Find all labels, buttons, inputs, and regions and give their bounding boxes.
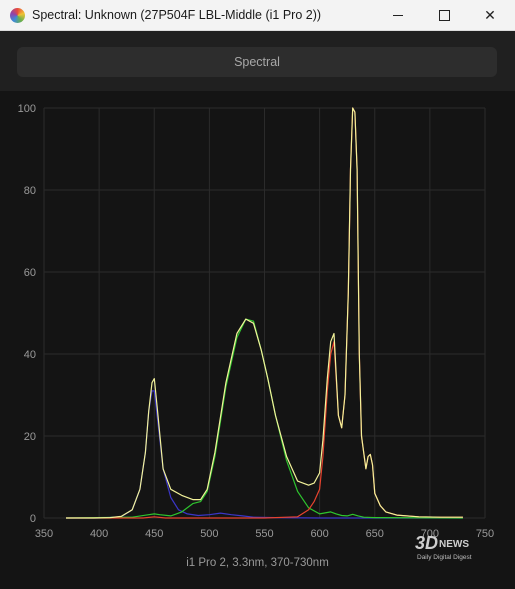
y-tick-label: 0 [30, 513, 36, 525]
window-title: Spectral: Unknown (27P504F LBL-Middle (i… [32, 8, 322, 22]
app-icon [10, 8, 25, 23]
chart-caption: i1 Pro 2, 3.3nm, 370-730nm [186, 557, 329, 569]
minimize-icon [393, 14, 403, 16]
y-tick-label: 40 [24, 349, 36, 361]
y-tick-label: 100 [18, 103, 36, 115]
series-line [66, 107, 463, 519]
x-tick-label: 400 [90, 528, 108, 540]
x-tick-label: 600 [310, 528, 328, 540]
spectral-chart: 350 400 450 500 550 600 650 700 750 0 20 40 60 80 100 [0, 91, 515, 589]
title-bar[interactable]: Spectral: Unknown (27P504F LBL-Middle (i… [0, 0, 515, 31]
x-tick-label: 700 [421, 528, 439, 540]
x-tick-label: 750 [476, 528, 494, 540]
close-icon: ✕ [484, 6, 496, 23]
y-tick-label: 80 [24, 185, 36, 197]
maximize-icon [438, 9, 450, 21]
svg-text:Daily Digital Digest: Daily Digital Digest [417, 554, 472, 561]
y-tick-label: 60 [24, 267, 36, 279]
svg-text:NEWS: NEWS [439, 539, 469, 550]
watermark-logo: 3D NEWS Daily Digital Digest [415, 532, 495, 572]
svg-text:3D: 3D [415, 533, 438, 553]
maximize-button[interactable] [421, 0, 467, 30]
minimize-button[interactable] [375, 0, 421, 30]
x-tick-label: 500 [200, 528, 218, 540]
logo-image: 3D NEWS Daily Digital Digest [415, 533, 472, 561]
x-tick-label: 650 [366, 528, 384, 540]
x-tick-label: 450 [145, 528, 163, 540]
x-tick-label: 350 [35, 528, 53, 540]
close-button[interactable]: ✕ [467, 0, 513, 30]
spectral-button[interactable]: Spectral [17, 47, 497, 77]
x-tick-label: 550 [255, 528, 273, 540]
plot-background [0, 91, 515, 589]
y-tick-label: 20 [24, 431, 36, 443]
